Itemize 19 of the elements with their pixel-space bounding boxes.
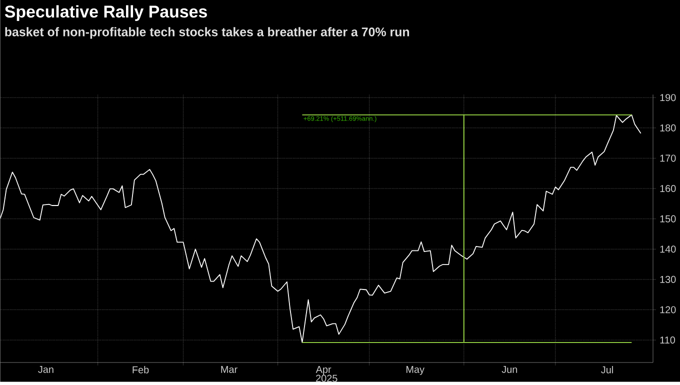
chart-subtitle: basket of non-profitable tech stocks takes a breather after a 70% run — [5, 27, 410, 39]
x-tick-label: Apr — [316, 366, 332, 375]
chart-title: Speculative Rally Pauses — [4, 5, 207, 21]
x-tick-label: Jul — [601, 366, 613, 374]
y-tick-label: 140 — [660, 246, 676, 253]
x-tick-label: Feb — [132, 366, 149, 374]
y-tick-label: 180 — [660, 124, 676, 132]
x-tick-label: Mar — [221, 366, 238, 373]
x-tick-label: Jun — [502, 366, 518, 373]
y-tick-label: 170 — [660, 154, 676, 162]
x-axis-title: 2025 — [316, 374, 338, 382]
y-tick-label: 110 — [660, 336, 676, 344]
y-tick-label: 120 — [660, 306, 676, 314]
y-tick-label: 160 — [660, 184, 676, 192]
x-tick-label: Jan — [38, 366, 54, 373]
y-tick-label: 130 — [660, 276, 676, 283]
y-tick-label: 190 — [660, 94, 676, 102]
y-tick-label: 150 — [660, 215, 676, 222]
x-tick-label: May — [406, 366, 424, 375]
